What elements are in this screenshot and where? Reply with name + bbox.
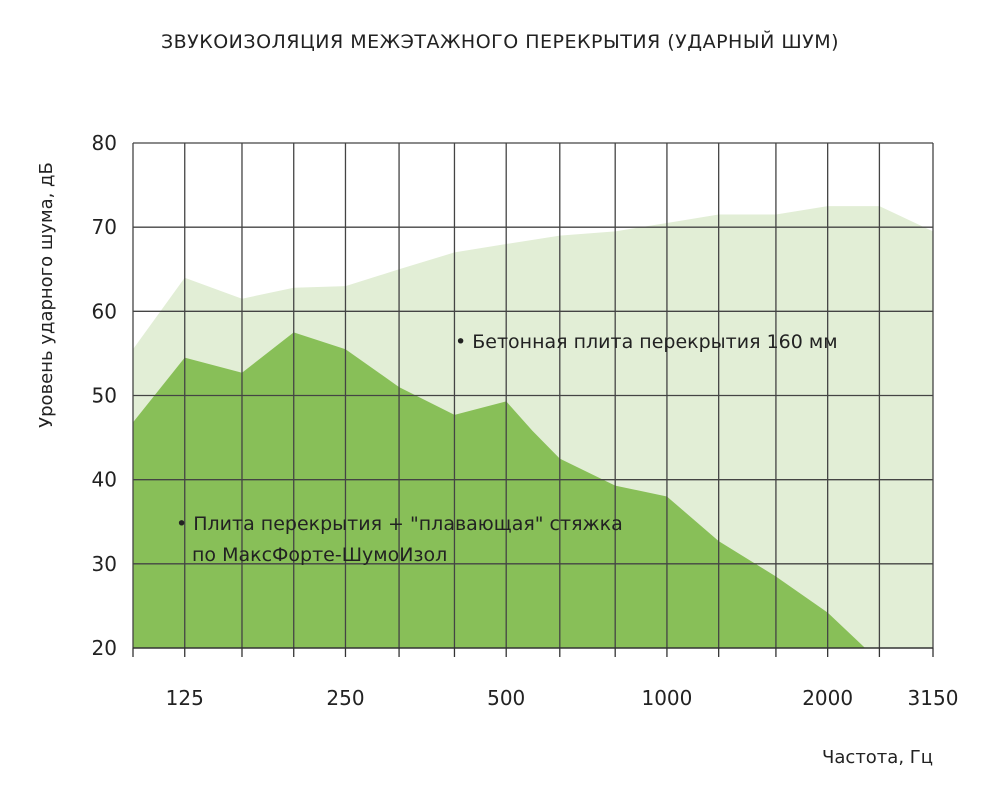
x-tick-label: 125 <box>166 686 204 710</box>
plot-areas <box>133 206 933 648</box>
x-tick-label: 1000 <box>641 686 692 710</box>
grid <box>132 142 934 657</box>
y-axis-label: Уровень ударного шума, дБ <box>36 162 57 428</box>
x-tick-label: 250 <box>326 686 364 710</box>
y-tick-label: 40 <box>92 468 117 492</box>
y-tick-label: 80 <box>92 131 117 155</box>
annotation-concrete: • Бетонная плита перекрытия 160 мм <box>455 331 838 353</box>
x-axis-label: Частота, Гц <box>822 747 933 768</box>
y-tick-label: 70 <box>92 215 117 239</box>
series-area-1 <box>133 332 866 648</box>
x-tick-label: 500 <box>487 686 525 710</box>
y-tick-label: 50 <box>92 384 117 408</box>
y-tick-label: 60 <box>92 299 117 323</box>
y-tick-label: 20 <box>92 636 117 660</box>
x-tick-label: 3150 <box>908 686 959 710</box>
axis-ticks: 80 70 60 50 40 30 20 125 250 500 1000 2000 3150 <box>92 131 959 710</box>
y-tick-label: 30 <box>92 552 117 576</box>
x-tick-label: 2000 <box>802 686 853 710</box>
annotation-screed-line1: • Плита перекрытия + "плавающая" стяжка <box>176 513 623 535</box>
annotation-screed-line2: по МаксФорте-ШумоИзол <box>192 544 447 566</box>
chart-title: ЗВУКОИЗОЛЯЦИЯ МЕЖЭТАЖНОГО ПЕРЕКРЫТИЯ (УД… <box>161 30 839 53</box>
